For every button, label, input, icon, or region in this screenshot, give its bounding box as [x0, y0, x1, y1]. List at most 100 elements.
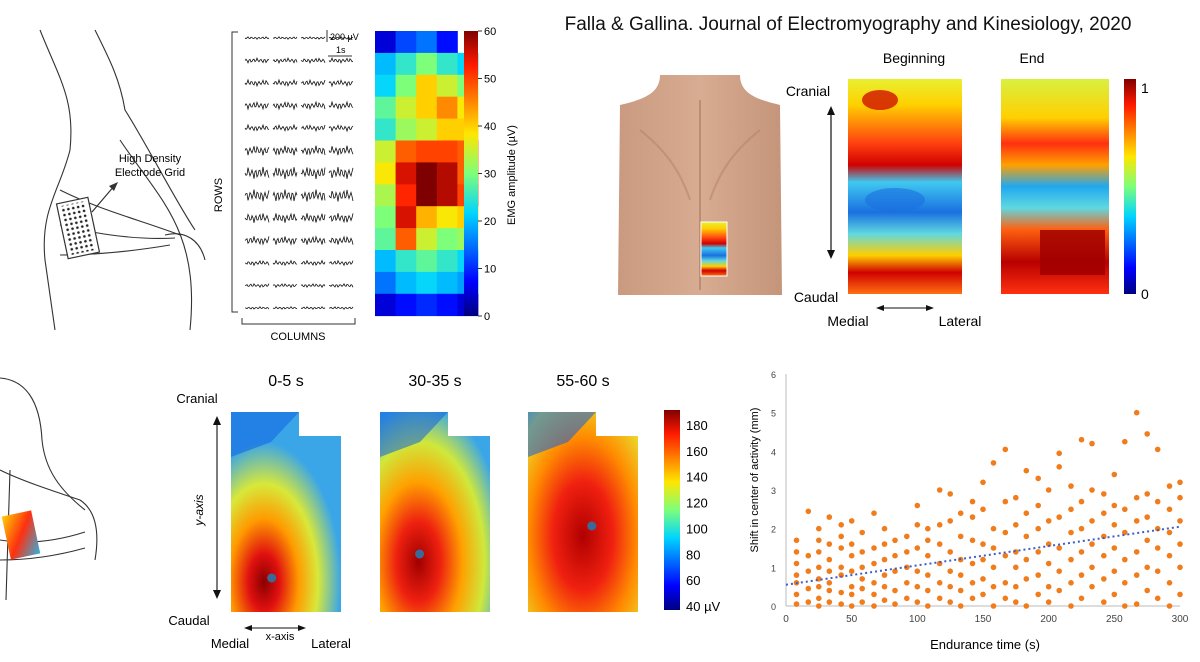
scatter-point [990, 545, 997, 551]
scatter-point [1166, 506, 1173, 513]
scatter-point [848, 568, 855, 574]
scatter-point [904, 549, 910, 555]
heatmap-cell [395, 140, 417, 163]
scatter-point [1045, 518, 1052, 524]
heatmap-cell [395, 184, 417, 207]
scatter-point [947, 518, 953, 524]
scatter-point [1089, 541, 1095, 547]
scatter-point [1056, 587, 1062, 594]
scatter-point [1023, 533, 1030, 540]
scatter-point [1089, 440, 1095, 447]
emg-trace [328, 36, 354, 40]
scatter-y-tick: 4 [771, 447, 776, 457]
scatter-point [1002, 446, 1009, 453]
arrowhead-left-c [244, 625, 252, 631]
scatter-point [1111, 502, 1118, 509]
scatter-point [1122, 580, 1128, 586]
heatmap-cell [416, 293, 438, 317]
scatter-point [1154, 595, 1161, 602]
heatmap-cell [416, 52, 438, 76]
scatter-point [936, 595, 943, 602]
scatter-point [1089, 487, 1095, 493]
scatter-point [1078, 436, 1085, 443]
scatter-point [838, 533, 844, 540]
heatmap-cell [436, 52, 458, 76]
heatmap-cell [436, 293, 458, 317]
scatter-point [871, 603, 877, 609]
scatter-point [816, 549, 822, 555]
scatter-point [1122, 603, 1128, 609]
scatter-point [826, 580, 833, 586]
emg-trace [272, 78, 298, 87]
scatter-point [871, 560, 877, 567]
scatter-point [904, 595, 910, 602]
scatter-point [848, 541, 855, 547]
scatter-point [904, 580, 910, 586]
scatter-point [1002, 595, 1009, 602]
emg-trace [328, 213, 354, 224]
colorbar-c-ticks: 180 160 140 120 100 80 60 40 µV [686, 418, 721, 614]
emg-trace [244, 213, 270, 223]
cranial-b: Cranial [786, 83, 830, 99]
heatmap-cell [395, 206, 417, 229]
scatter-point [859, 529, 865, 536]
medial-c: Medial [211, 636, 249, 651]
emg-trace [272, 236, 298, 246]
colorbar-a [464, 31, 478, 316]
scatter-point [892, 552, 898, 559]
activity-maps-c: 0-5 s 30-35 s 55-60 s [231, 373, 638, 612]
scatter-ylabel: Shift in center of activity (mm) [749, 408, 761, 553]
heatmap-cell [436, 118, 458, 141]
emg-trace [244, 100, 270, 111]
rows-bracket [231, 31, 238, 313]
scatter-point [1154, 446, 1161, 453]
scatter-point [1023, 510, 1030, 516]
activity-map-cold-corner [380, 412, 448, 457]
scatter-point [1177, 564, 1183, 571]
scatter-point [980, 541, 986, 547]
scatter-point [925, 552, 931, 559]
scatter-point [1068, 580, 1074, 586]
activity-map [380, 412, 490, 612]
scatter-point [914, 522, 921, 528]
colorbar-c [664, 410, 680, 610]
end-title: End [1020, 50, 1045, 66]
scatter-point [838, 545, 844, 551]
emg-trace [300, 78, 326, 87]
emg-trace [272, 101, 298, 111]
caudal-b: Caudal [794, 289, 838, 305]
arrowhead-down-c [213, 590, 221, 599]
y-axis-label-c: y-axis [192, 494, 206, 526]
scatter-point [881, 541, 888, 547]
scatter-point [848, 552, 855, 559]
emg-trace [272, 36, 298, 40]
citation: Falla & Gallina. Journal of Electromyogr… [565, 14, 1132, 35]
scatter-point [838, 589, 844, 596]
emg-trace [272, 167, 298, 179]
emg-trace [300, 36, 326, 40]
scatter-point [1111, 522, 1118, 528]
scatter-point [848, 603, 855, 609]
emg-trace [272, 283, 298, 289]
scatter-point [904, 533, 910, 540]
scatter-point [1144, 564, 1150, 571]
scatter-y-tick: 0 [771, 602, 776, 612]
scatter-point [1013, 583, 1019, 590]
scatter-point [1056, 568, 1062, 574]
arrowhead-down-b [827, 250, 835, 259]
scatter-point [1177, 541, 1183, 547]
scatter-x-tick: 250 [1106, 614, 1123, 625]
heatmap-cell [436, 271, 458, 295]
scatter-point [816, 583, 822, 590]
emg-trace [300, 57, 326, 64]
beginning-title: Beginning [883, 50, 945, 66]
emg-trace [272, 123, 298, 132]
scatter-point [1133, 549, 1140, 555]
scatter-point [826, 556, 833, 563]
emg-trace [328, 79, 354, 88]
scatter-point [826, 514, 833, 520]
scatter-y-tick: 2 [771, 525, 776, 535]
medial-b: Medial [827, 313, 868, 329]
colorbar-b [1124, 79, 1136, 294]
scatter-point [816, 564, 822, 571]
